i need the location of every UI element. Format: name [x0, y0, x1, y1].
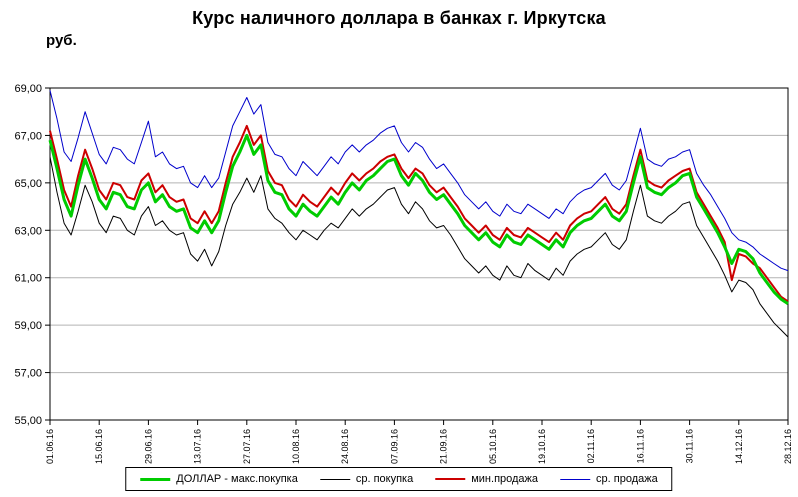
legend-item: ДОЛЛАР - макс.покупка — [140, 473, 298, 485]
legend-item: мин.продажа — [435, 473, 538, 485]
svg-text:07.09.16: 07.09.16 — [389, 429, 399, 464]
svg-text:67,00: 67,00 — [14, 130, 42, 142]
svg-text:01.06.16: 01.06.16 — [45, 429, 55, 464]
legend-label: ср. продажа — [596, 473, 658, 485]
svg-text:19.10.16: 19.10.16 — [537, 429, 547, 464]
legend-line-sample — [435, 478, 466, 480]
legend-label: ДОЛЛАР - макс.покупка — [176, 473, 298, 485]
legend-label: ср. покупка — [355, 473, 414, 485]
svg-text:15.06.16: 15.06.16 — [94, 429, 104, 464]
legend-item: ср. продажа — [560, 473, 658, 485]
chart-legend: ДОЛЛАР - макс.покупка ср. покупка мин.прод… — [125, 467, 673, 491]
legend-line-sample — [560, 478, 591, 480]
legend-label: мин.продажа — [471, 473, 539, 485]
svg-text:05.10.16: 05.10.16 — [488, 429, 498, 464]
svg-text:14.12.16: 14.12.16 — [734, 429, 744, 464]
svg-text:02.11.16: 02.11.16 — [586, 429, 596, 463]
y-axis-unit-label: руб. — [46, 32, 77, 49]
svg-text:55,00: 55,00 — [14, 415, 42, 427]
svg-text:10.08.16: 10.08.16 — [291, 429, 301, 464]
legend-line-sample — [319, 478, 350, 480]
svg-text:28.12.16: 28.12.16 — [783, 429, 793, 464]
chart-title: Курс наличного доллара в банках г. Иркут… — [192, 8, 606, 28]
svg-text:27.07.16: 27.07.16 — [242, 429, 252, 464]
svg-text:63,00: 63,00 — [14, 225, 42, 237]
svg-text:29.06.16: 29.06.16 — [143, 429, 153, 464]
svg-text:59,00: 59,00 — [14, 320, 42, 332]
svg-text:24.08.16: 24.08.16 — [340, 429, 350, 464]
legend-item: ср. покупка — [319, 473, 414, 485]
svg-text:30.11.16: 30.11.16 — [685, 429, 695, 463]
svg-text:57,00: 57,00 — [14, 368, 42, 380]
svg-text:16.11.16: 16.11.16 — [635, 429, 645, 463]
svg-text:69,00: 69,00 — [14, 83, 42, 95]
svg-text:21.09.16: 21.09.16 — [439, 429, 449, 464]
legend-line-sample — [140, 477, 171, 481]
svg-text:65,00: 65,00 — [14, 178, 42, 190]
svg-text:61,00: 61,00 — [14, 273, 42, 285]
svg-text:13.07.16: 13.07.16 — [193, 429, 203, 464]
